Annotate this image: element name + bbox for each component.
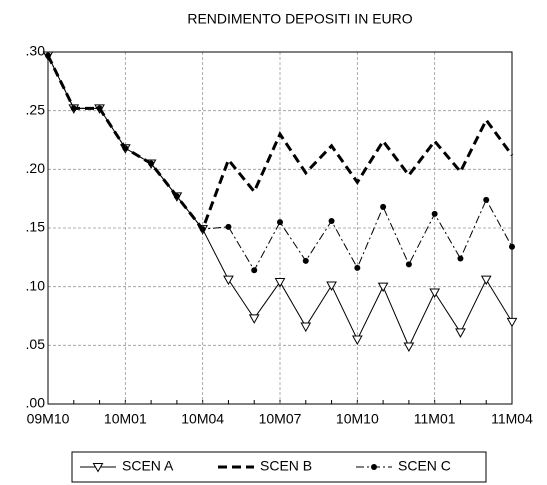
data-point xyxy=(148,160,155,167)
x-tick-label: 10M01 xyxy=(104,411,147,427)
data-point xyxy=(455,328,466,338)
data-point xyxy=(274,277,286,288)
data-point xyxy=(377,282,389,293)
data-point xyxy=(403,342,415,353)
data-point xyxy=(431,210,438,217)
data-point xyxy=(45,52,51,59)
data-point xyxy=(173,193,180,200)
data-point xyxy=(457,255,464,262)
data-point xyxy=(405,261,412,268)
y-tick-label: .15 xyxy=(26,219,46,235)
legend-marker xyxy=(92,463,104,473)
y-tick-label: .10 xyxy=(26,277,46,293)
data-point xyxy=(199,226,206,233)
data-point xyxy=(251,267,258,274)
data-point xyxy=(326,281,337,292)
legend-marker xyxy=(371,464,377,470)
data-point xyxy=(300,322,312,333)
y-tick-label: .30 xyxy=(26,43,46,59)
data-point xyxy=(302,257,309,264)
x-tick-label: 09M10 xyxy=(27,411,70,427)
data-point xyxy=(223,275,234,286)
legend-label: SCEN A xyxy=(122,458,174,474)
legend-label: SCEN B xyxy=(260,458,312,474)
x-tick-label: 11M04 xyxy=(491,411,533,427)
data-point xyxy=(351,335,363,345)
y-tick-label: .20 xyxy=(26,160,46,176)
data-point xyxy=(96,105,103,112)
x-tick-label: 10M10 xyxy=(336,411,379,427)
data-point xyxy=(328,217,335,224)
legend-box xyxy=(71,451,487,483)
data-point xyxy=(380,203,387,210)
data-point xyxy=(122,145,129,152)
data-point xyxy=(483,196,490,203)
data-point xyxy=(354,264,361,271)
x-tick-label: 11M01 xyxy=(414,411,456,427)
data-point xyxy=(429,288,441,299)
y-tick-label: .00 xyxy=(26,395,46,411)
data-point xyxy=(225,223,232,230)
legend-label: SCEN C xyxy=(398,458,451,474)
plot-frame xyxy=(47,51,513,405)
y-tick-label: .25 xyxy=(26,101,46,117)
data-point xyxy=(480,275,492,286)
y-tick-label: .05 xyxy=(26,336,46,352)
x-tick-label: 10M04 xyxy=(181,411,224,427)
chart-title: RENDIMENTO DEPOSITI IN EURO xyxy=(187,11,412,27)
data-point xyxy=(506,317,518,328)
data-point xyxy=(70,105,77,112)
data-point xyxy=(509,243,515,250)
x-tick-label: 10M07 xyxy=(259,411,302,427)
data-point xyxy=(248,314,260,324)
data-point xyxy=(277,219,283,226)
